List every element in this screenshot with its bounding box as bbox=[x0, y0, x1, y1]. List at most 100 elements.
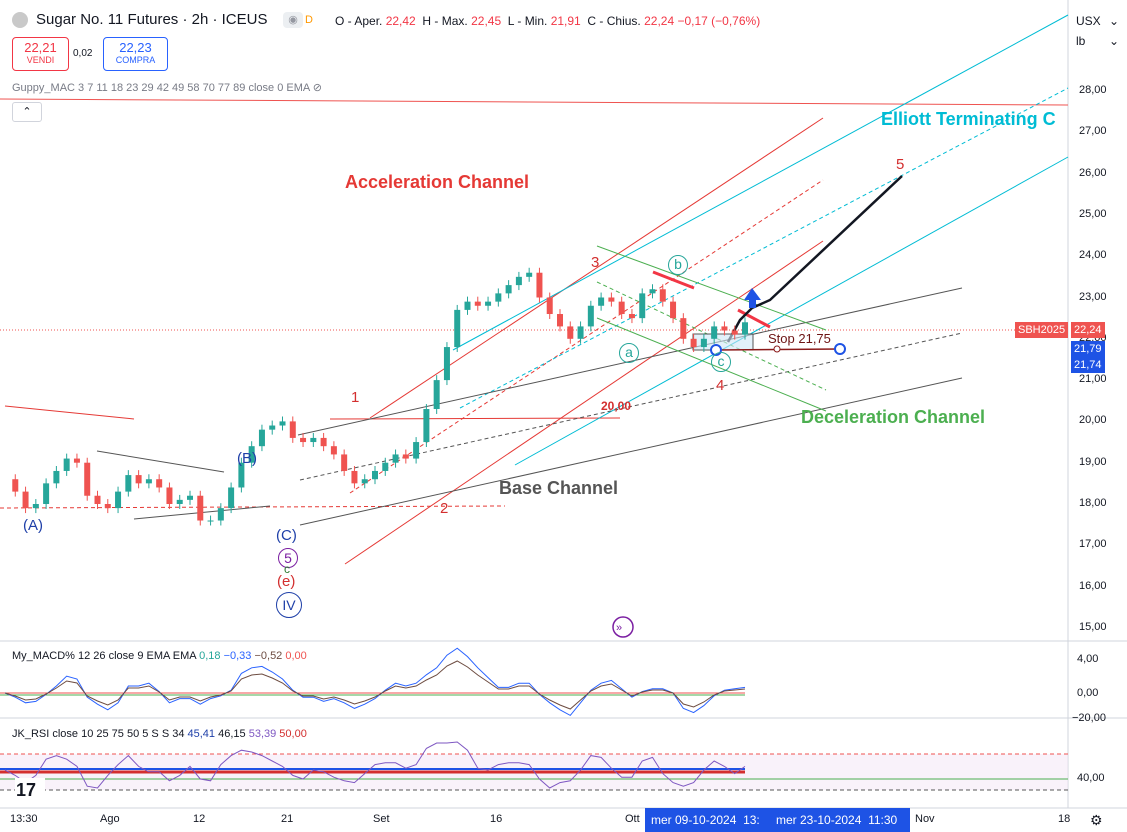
chart-title: Sugar No. 11 Futures · 2h · ICEUS bbox=[36, 11, 268, 28]
rsi-tick-1: 40,00 bbox=[1077, 772, 1105, 784]
candle bbox=[382, 462, 389, 471]
time-tick: 16 bbox=[490, 813, 503, 825]
wave-5: 5 bbox=[896, 156, 905, 173]
price-tick: 15,00 bbox=[1079, 620, 1107, 633]
hide-icon[interactable]: ⊘ bbox=[312, 82, 322, 94]
wave-A: (A) bbox=[23, 517, 43, 534]
candle bbox=[289, 421, 296, 438]
candle bbox=[742, 322, 748, 335]
candle bbox=[84, 462, 91, 496]
candle bbox=[341, 454, 348, 471]
candle bbox=[413, 442, 420, 459]
candle bbox=[248, 446, 255, 463]
candle bbox=[300, 437, 307, 443]
candle bbox=[166, 487, 173, 504]
cursor-time-end: mer 23-10-2024 11:30 bbox=[770, 808, 910, 832]
candle bbox=[392, 454, 399, 463]
candle bbox=[608, 297, 615, 302]
candle bbox=[536, 272, 543, 298]
candle bbox=[330, 446, 337, 455]
candle bbox=[43, 483, 50, 504]
price-tick: 19,00 bbox=[1079, 455, 1107, 468]
candle bbox=[372, 470, 378, 480]
price-tick: 25,00 bbox=[1079, 207, 1107, 220]
candle bbox=[423, 409, 430, 443]
macd-tick-2: 0,00 bbox=[1077, 687, 1099, 699]
candle bbox=[680, 318, 687, 339]
wave-a: a bbox=[619, 343, 639, 363]
candle bbox=[546, 297, 553, 315]
candle bbox=[320, 437, 327, 447]
wave-c-small: c bbox=[284, 562, 290, 576]
time-tick: Set bbox=[373, 813, 390, 825]
candle bbox=[639, 293, 646, 319]
price-tick: 20,00 bbox=[1079, 414, 1107, 427]
macd-panel bbox=[0, 647, 746, 717]
price-series bbox=[12, 267, 748, 526]
time-tick: Ago bbox=[100, 813, 120, 825]
time-tick: 18 bbox=[1058, 813, 1071, 825]
time-tick: Ott bbox=[625, 813, 640, 825]
wave-C: (C) bbox=[276, 527, 297, 544]
price-tick: 28,00 bbox=[1079, 84, 1107, 96]
svg-text:»: » bbox=[616, 622, 622, 634]
time-tick: 13:30 bbox=[10, 813, 38, 825]
elliott-channel bbox=[452, 14, 1069, 466]
candle bbox=[454, 309, 461, 348]
settings-gear-icon[interactable]: ⚙ bbox=[1090, 812, 1103, 828]
candle bbox=[53, 470, 60, 484]
wave-1: 1 bbox=[351, 389, 360, 406]
candle bbox=[618, 301, 625, 315]
candle bbox=[63, 458, 70, 471]
candle bbox=[443, 347, 450, 381]
symbol-logo bbox=[12, 12, 28, 28]
candle bbox=[238, 462, 245, 488]
candle bbox=[217, 508, 224, 521]
candle bbox=[22, 491, 29, 509]
macd-indicator-label[interactable]: My_MACD% 12 26 close 9 EMA EMA 0,18 −0,3… bbox=[12, 650, 307, 662]
sell-button[interactable]: 22,21 VENDI bbox=[12, 37, 69, 71]
candle bbox=[176, 499, 183, 504]
rsi-panel bbox=[0, 741, 1068, 791]
price-tick: 27,00 bbox=[1079, 125, 1107, 138]
macd-tick-1: 4,00 bbox=[1077, 653, 1099, 665]
up-arrow-icon bbox=[744, 288, 761, 308]
price-tick: 24,00 bbox=[1079, 249, 1107, 262]
candle bbox=[269, 425, 276, 430]
candle bbox=[557, 314, 563, 327]
candle bbox=[670, 301, 677, 319]
buy-button[interactable]: 22,23 COMPRA bbox=[103, 37, 168, 71]
candle bbox=[73, 458, 80, 463]
level-tag-a: 21,79 bbox=[1071, 341, 1105, 357]
currency-selector[interactable]: USX ⌄ lb ⌄ bbox=[1070, 8, 1125, 60]
symbol-tag: SBH2025 bbox=[1015, 322, 1069, 338]
guppy-indicator-label[interactable]: Guppy_MAC 3 7 11 18 23 29 42 49 58 70 77… bbox=[12, 82, 322, 94]
wave-3: 3 bbox=[591, 254, 600, 271]
candle bbox=[474, 301, 481, 306]
eye-icon[interactable]: ◉ bbox=[283, 12, 303, 28]
ohlc-readout: O - Aper. 22,42 H - Max. 22,45 L - Min. … bbox=[335, 14, 761, 28]
stop-label: Stop 21,75 bbox=[768, 331, 831, 346]
level-20-label: 20,00 bbox=[601, 399, 632, 413]
candle bbox=[721, 326, 728, 331]
collapse-button[interactable]: ⌃ bbox=[12, 102, 42, 122]
candle bbox=[279, 421, 286, 426]
wave-e: (e) bbox=[277, 573, 296, 590]
candle bbox=[12, 479, 19, 492]
candle bbox=[505, 285, 512, 294]
candle bbox=[187, 495, 193, 500]
price-tick: 18,00 bbox=[1079, 497, 1107, 509]
time-tick: 21 bbox=[281, 813, 294, 825]
candle bbox=[402, 454, 409, 459]
candle bbox=[711, 326, 718, 339]
rsi-indicator-label[interactable]: JK_RSI close 10 25 75 50 5 S S 34 45,41 … bbox=[12, 728, 307, 740]
tradingview-logo-icon: 17 bbox=[15, 778, 45, 800]
candle bbox=[464, 301, 471, 310]
price-tick: 17,00 bbox=[1079, 538, 1107, 551]
scroll-forward-icon bbox=[612, 616, 634, 638]
candle bbox=[587, 305, 594, 327]
candle bbox=[258, 429, 265, 447]
macd-tick-3: −20,00 bbox=[1072, 712, 1106, 724]
price-tick: 23,00 bbox=[1079, 290, 1107, 303]
